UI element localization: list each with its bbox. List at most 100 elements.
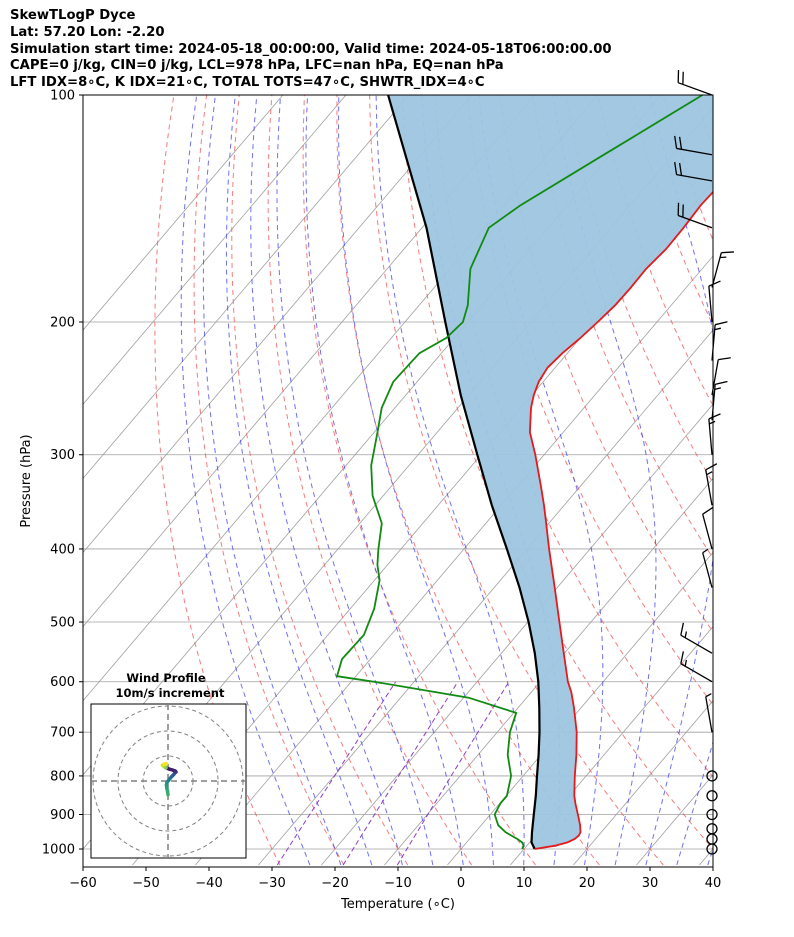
isotherm-line	[699, 848, 713, 866]
wind-barb-half-flag	[709, 420, 716, 425]
isotherm-line	[83, 95, 347, 405]
moist-adiabat-line	[478, 95, 604, 866]
wind-barb-flag	[680, 651, 684, 664]
moist-adiabat-line	[337, 95, 494, 866]
x-tick-label: 30	[642, 876, 659, 891]
wind-barb-staff	[677, 214, 713, 229]
y-tick-label: 600	[50, 675, 75, 690]
wind-barb-flag	[708, 413, 721, 420]
isotherm-line	[83, 95, 410, 480]
y-tick-label: 400	[50, 542, 75, 557]
dry-adiabat-line	[564, 95, 713, 484]
hodograph-ring	[117, 730, 219, 832]
mixing-ratio-line	[396, 681, 510, 866]
wind-barb-staff	[676, 174, 713, 182]
wind-barb-flag	[721, 251, 734, 254]
y-tick-label: 1000	[42, 843, 75, 858]
x-tick-label: −60	[69, 876, 96, 891]
wind-barb-staff	[677, 82, 713, 96]
moist-adiabat-line	[645, 95, 713, 866]
calm-wind-circle	[706, 823, 718, 835]
dry-adiabat-line	[231, 95, 409, 866]
dry-adiabat-line	[193, 95, 345, 866]
dewpoint-line	[335, 95, 703, 850]
moist-adiabat-line	[180, 95, 311, 866]
wind-barb-flag	[674, 135, 678, 149]
y-tick-label: 200	[50, 315, 75, 330]
calm-wind-circle	[706, 790, 718, 802]
moist-adiabat-line	[552, 95, 657, 866]
adiabat-lines	[154, 95, 794, 866]
wind-barb-staff	[676, 147, 713, 156]
calm-wind-circle	[706, 808, 718, 821]
y-axis-label: Pressure (hPa)	[19, 434, 34, 527]
wind-barb-staff	[711, 384, 716, 421]
isotherm-line	[510, 626, 713, 866]
wind-barb-flag	[705, 463, 718, 471]
wind-barbs	[674, 70, 734, 855]
moist-adiabat-line	[375, 95, 525, 866]
temperature-line	[528, 190, 713, 850]
wind-barb-flag	[718, 357, 731, 361]
dry-adiabat-line	[761, 95, 794, 865]
hodograph-title: Wind Profile	[126, 671, 206, 685]
dry-adiabat-line	[499, 95, 713, 633]
y-tick-label: 900	[50, 808, 75, 823]
wind-barb-flag	[680, 622, 684, 636]
wind-barb-staff	[705, 696, 713, 733]
wind-barb-half-flag	[705, 693, 712, 698]
wind-barb-flag	[714, 380, 728, 386]
wind-barb-staff	[680, 663, 713, 683]
x-tick-label: −40	[195, 876, 222, 891]
wind-barb-flag	[678, 136, 683, 150]
wind-barb-flag	[714, 321, 728, 326]
hodograph-subtitle: 10m/s increment	[116, 686, 225, 700]
wind-barb-flag	[678, 162, 683, 176]
x-tick-label: −30	[258, 876, 285, 891]
wind-barb-staff	[708, 418, 713, 455]
wind-barb-staff	[702, 552, 713, 588]
dry-adiabat-line	[434, 95, 713, 778]
wind-barb-staff	[711, 252, 722, 288]
wind-barb-staff	[680, 634, 713, 654]
hodograph-trace-segment	[162, 762, 169, 766]
moist-adiabat-line	[676, 740, 713, 866]
chart-header: SkewTLogP Dyce Lat: 57.20 Lon: -2.20 Sim…	[10, 8, 612, 92]
stability-indices: LFT IDX=8∘C, K IDX=21∘C, TOTAL TOTS=47∘C…	[10, 75, 485, 91]
wind-barb-half-flag	[684, 631, 688, 638]
wind-barb-half-flag	[684, 659, 688, 667]
dry-adiabat-line	[154, 95, 281, 866]
moist-adiabat-line	[250, 95, 403, 866]
convective-indices: CAPE=0 j/kg, CIN=0 j/kg, LCL=978 hPa, LF…	[10, 58, 504, 74]
x-tick-label: −10	[384, 876, 411, 891]
y-tick-label: 700	[50, 726, 75, 741]
parcel-path-line	[387, 95, 541, 850]
x-axis-label: Temperature (∘C)	[340, 897, 455, 912]
y-tick-label: 300	[50, 448, 75, 463]
profile-lines	[335, 95, 713, 850]
dry-adiabat-line	[401, 95, 713, 850]
dry-adiabat-line	[466, 95, 713, 706]
hodograph-plot	[91, 704, 246, 858]
wind-barb-staff	[711, 359, 719, 396]
moist-adiabat-line	[225, 95, 373, 866]
x-tick-label: −20	[321, 876, 348, 891]
wind-barb-staff	[708, 286, 713, 323]
dry-adiabat-line	[302, 95, 536, 866]
isotherm-line	[83, 95, 473, 554]
wind-barb-half-flag	[714, 327, 722, 331]
cin-shaded-area	[388, 95, 713, 849]
moist-adiabat-line	[707, 847, 713, 866]
wind-barb-flag	[674, 162, 678, 175]
wind-barb-staff	[702, 514, 713, 550]
mixing-ratio-line	[342, 681, 459, 866]
isotherm-line	[321, 403, 713, 866]
wind-barb-half-flag	[702, 548, 709, 554]
wind-barb-half-flag	[714, 387, 722, 390]
dry-adiabat-line	[369, 95, 664, 866]
isotherm-line	[573, 700, 713, 866]
y-tick-label: 500	[50, 616, 75, 631]
wind-barb-half-flag	[706, 471, 713, 476]
y-tick-label: 100	[50, 89, 75, 104]
x-tick-label: 40	[705, 876, 722, 891]
